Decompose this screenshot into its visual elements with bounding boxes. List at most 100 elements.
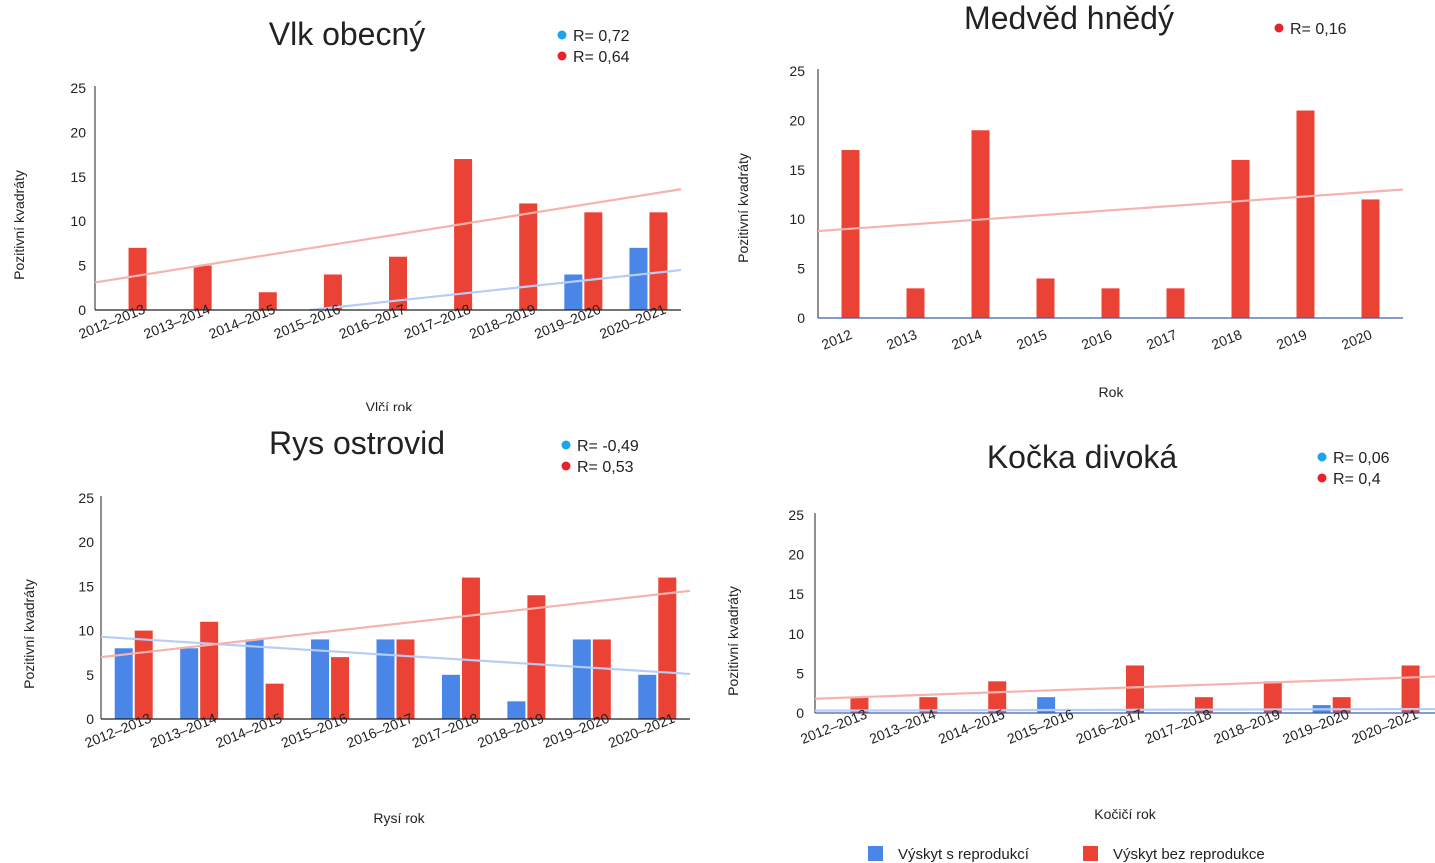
x-tick-label: 2012–2013 xyxy=(76,301,147,342)
bear-chart: Medvěd hnědý R= 0,16 0 5 10 15 20 25 2012 2013 201… xyxy=(735,0,1404,400)
x-tick-label: 2020 xyxy=(1339,326,1374,353)
legend-label-red: R= 0,4 xyxy=(1333,471,1381,488)
footer-legend-swatch xyxy=(1083,846,1098,861)
y-axis-title: Pozitivní kvadráty xyxy=(735,153,751,263)
bar-blue xyxy=(638,674,657,719)
bar-red xyxy=(850,697,869,713)
x-tick-label: 2018–2019 xyxy=(467,301,538,342)
footer-legend-label: Výskyt bez reprodukce xyxy=(1113,846,1265,863)
bar-red xyxy=(584,212,603,310)
bar-red xyxy=(592,639,611,719)
y-axis-title: Pozitivní kvadráty xyxy=(11,170,27,280)
bar-red xyxy=(389,256,407,310)
lynx-chart: Rys ostrovid R= -0,49R= 0,530510152025201… xyxy=(21,425,691,826)
y-tick-label: 0 xyxy=(86,711,94,727)
x-tick-label: 2014–2015 xyxy=(936,706,1007,747)
chart-title: Medvěd hnědý xyxy=(964,0,1174,36)
x-tick-label: 2016 xyxy=(1079,326,1114,353)
bar-blue xyxy=(564,274,583,310)
trendline-red xyxy=(100,589,691,659)
y-tick-label: 25 xyxy=(78,490,94,506)
bar-red xyxy=(649,212,668,310)
bar-red xyxy=(971,130,990,318)
x-tick-label: 2019 xyxy=(1274,326,1309,353)
legend-marker-blue xyxy=(561,440,571,450)
bar-red xyxy=(906,288,925,318)
bar-red xyxy=(1296,110,1315,319)
bar-blue xyxy=(114,648,133,719)
x-axis-title: Rysí rok xyxy=(373,810,425,826)
x-tick-label: 2017–2018 xyxy=(1143,706,1214,747)
footer-legend-label: Výskyt s reprodukcí xyxy=(898,846,1030,863)
bar-red xyxy=(200,621,219,719)
trendline-red xyxy=(814,675,1435,700)
x-axis-title: Vlčí rok xyxy=(366,399,414,415)
bar-blue xyxy=(441,674,460,719)
legend-label-red: R= 0,53 xyxy=(577,459,634,476)
y-tick-label: 25 xyxy=(788,507,804,523)
legend-label-blue: R= 0,72 xyxy=(573,28,630,45)
y-tick-label: 5 xyxy=(86,667,94,683)
footer-legend: Výskyt s reprodukcí Výskyt bez reprodukce xyxy=(868,846,1265,863)
bar-blue xyxy=(376,639,395,719)
legend-label-blue: R= -0,49 xyxy=(577,438,639,455)
legend-marker-red xyxy=(557,51,567,61)
wolf-chart: Vlk obecný R= 0,72 R= 0,64 0 5 10 15 20 25 2012–2… xyxy=(11,16,682,415)
legend-label-red: R= 0,64 xyxy=(573,49,630,66)
trendline-blue xyxy=(814,707,1435,712)
x-tick-label: 2013 xyxy=(884,326,919,353)
legend-marker-red xyxy=(1274,23,1284,33)
y-tick-label: 15 xyxy=(70,169,86,185)
x-tick-label: 2018–2019 xyxy=(1211,706,1282,747)
y-tick-label: 15 xyxy=(789,162,805,178)
y-tick-label: 25 xyxy=(789,63,805,79)
x-tick-label: 2012 xyxy=(819,326,854,353)
y-tick-label: 10 xyxy=(70,213,86,229)
x-tick-label: 2018 xyxy=(1209,326,1244,353)
x-tick-label: 2013–2014 xyxy=(867,706,938,747)
y-tick-label: 5 xyxy=(796,665,804,681)
x-axis-title: Rok xyxy=(1099,384,1125,400)
bar-red xyxy=(841,150,860,318)
x-tick-label: 2015–2016 xyxy=(272,301,343,342)
legend-marker-blue xyxy=(1317,452,1327,462)
bar-blue xyxy=(629,247,648,310)
x-tick-label: 2017–2018 xyxy=(402,301,473,342)
legend-marker-red xyxy=(1317,473,1327,483)
bar-red xyxy=(1361,199,1380,318)
chart-title: Vlk obecný xyxy=(269,16,426,52)
bar-blue xyxy=(311,639,330,719)
bar-red xyxy=(331,657,350,719)
bar-red xyxy=(1401,665,1420,713)
x-tick-label: 2017 xyxy=(1144,326,1179,353)
bar-red xyxy=(1126,665,1144,713)
chart-title: Kočka divoká xyxy=(987,439,1178,475)
bar-red xyxy=(519,203,538,310)
y-tick-label: 20 xyxy=(78,534,94,550)
bar-red xyxy=(988,681,1007,713)
bar-red xyxy=(1166,288,1185,318)
bar-blue xyxy=(180,648,199,719)
wildcat-chart: Kočka divoká R= 0,06 R= 0,4 0 5 10 15 20 25 2012–… xyxy=(725,439,1435,822)
bar-red xyxy=(1263,681,1282,713)
x-tick-label: 2020–2021 xyxy=(1349,706,1420,747)
y-tick-label: 20 xyxy=(788,547,804,563)
x-tick-label: 2012–2013 xyxy=(798,706,869,747)
y-axis-title: Pozitivní kvadráty xyxy=(21,579,37,689)
bar-red xyxy=(265,683,284,719)
y-tick-label: 20 xyxy=(789,112,805,128)
legend-label-blue: R= 0,06 xyxy=(1333,450,1390,467)
y-tick-label: 20 xyxy=(70,124,86,140)
x-tick-label: 2014 xyxy=(949,326,984,353)
x-tick-label: 2014–2015 xyxy=(206,301,277,342)
y-tick-label: 10 xyxy=(78,623,94,639)
y-tick-label: 0 xyxy=(797,310,805,326)
bar-red xyxy=(193,265,212,310)
x-tick-label: 2015 xyxy=(1014,326,1049,353)
bar-blue xyxy=(572,639,591,719)
bar-blue xyxy=(245,639,264,719)
trendline-red xyxy=(817,188,1404,233)
bar-red xyxy=(1231,159,1250,318)
bar-red xyxy=(134,630,153,719)
y-tick-label: 10 xyxy=(789,211,805,227)
